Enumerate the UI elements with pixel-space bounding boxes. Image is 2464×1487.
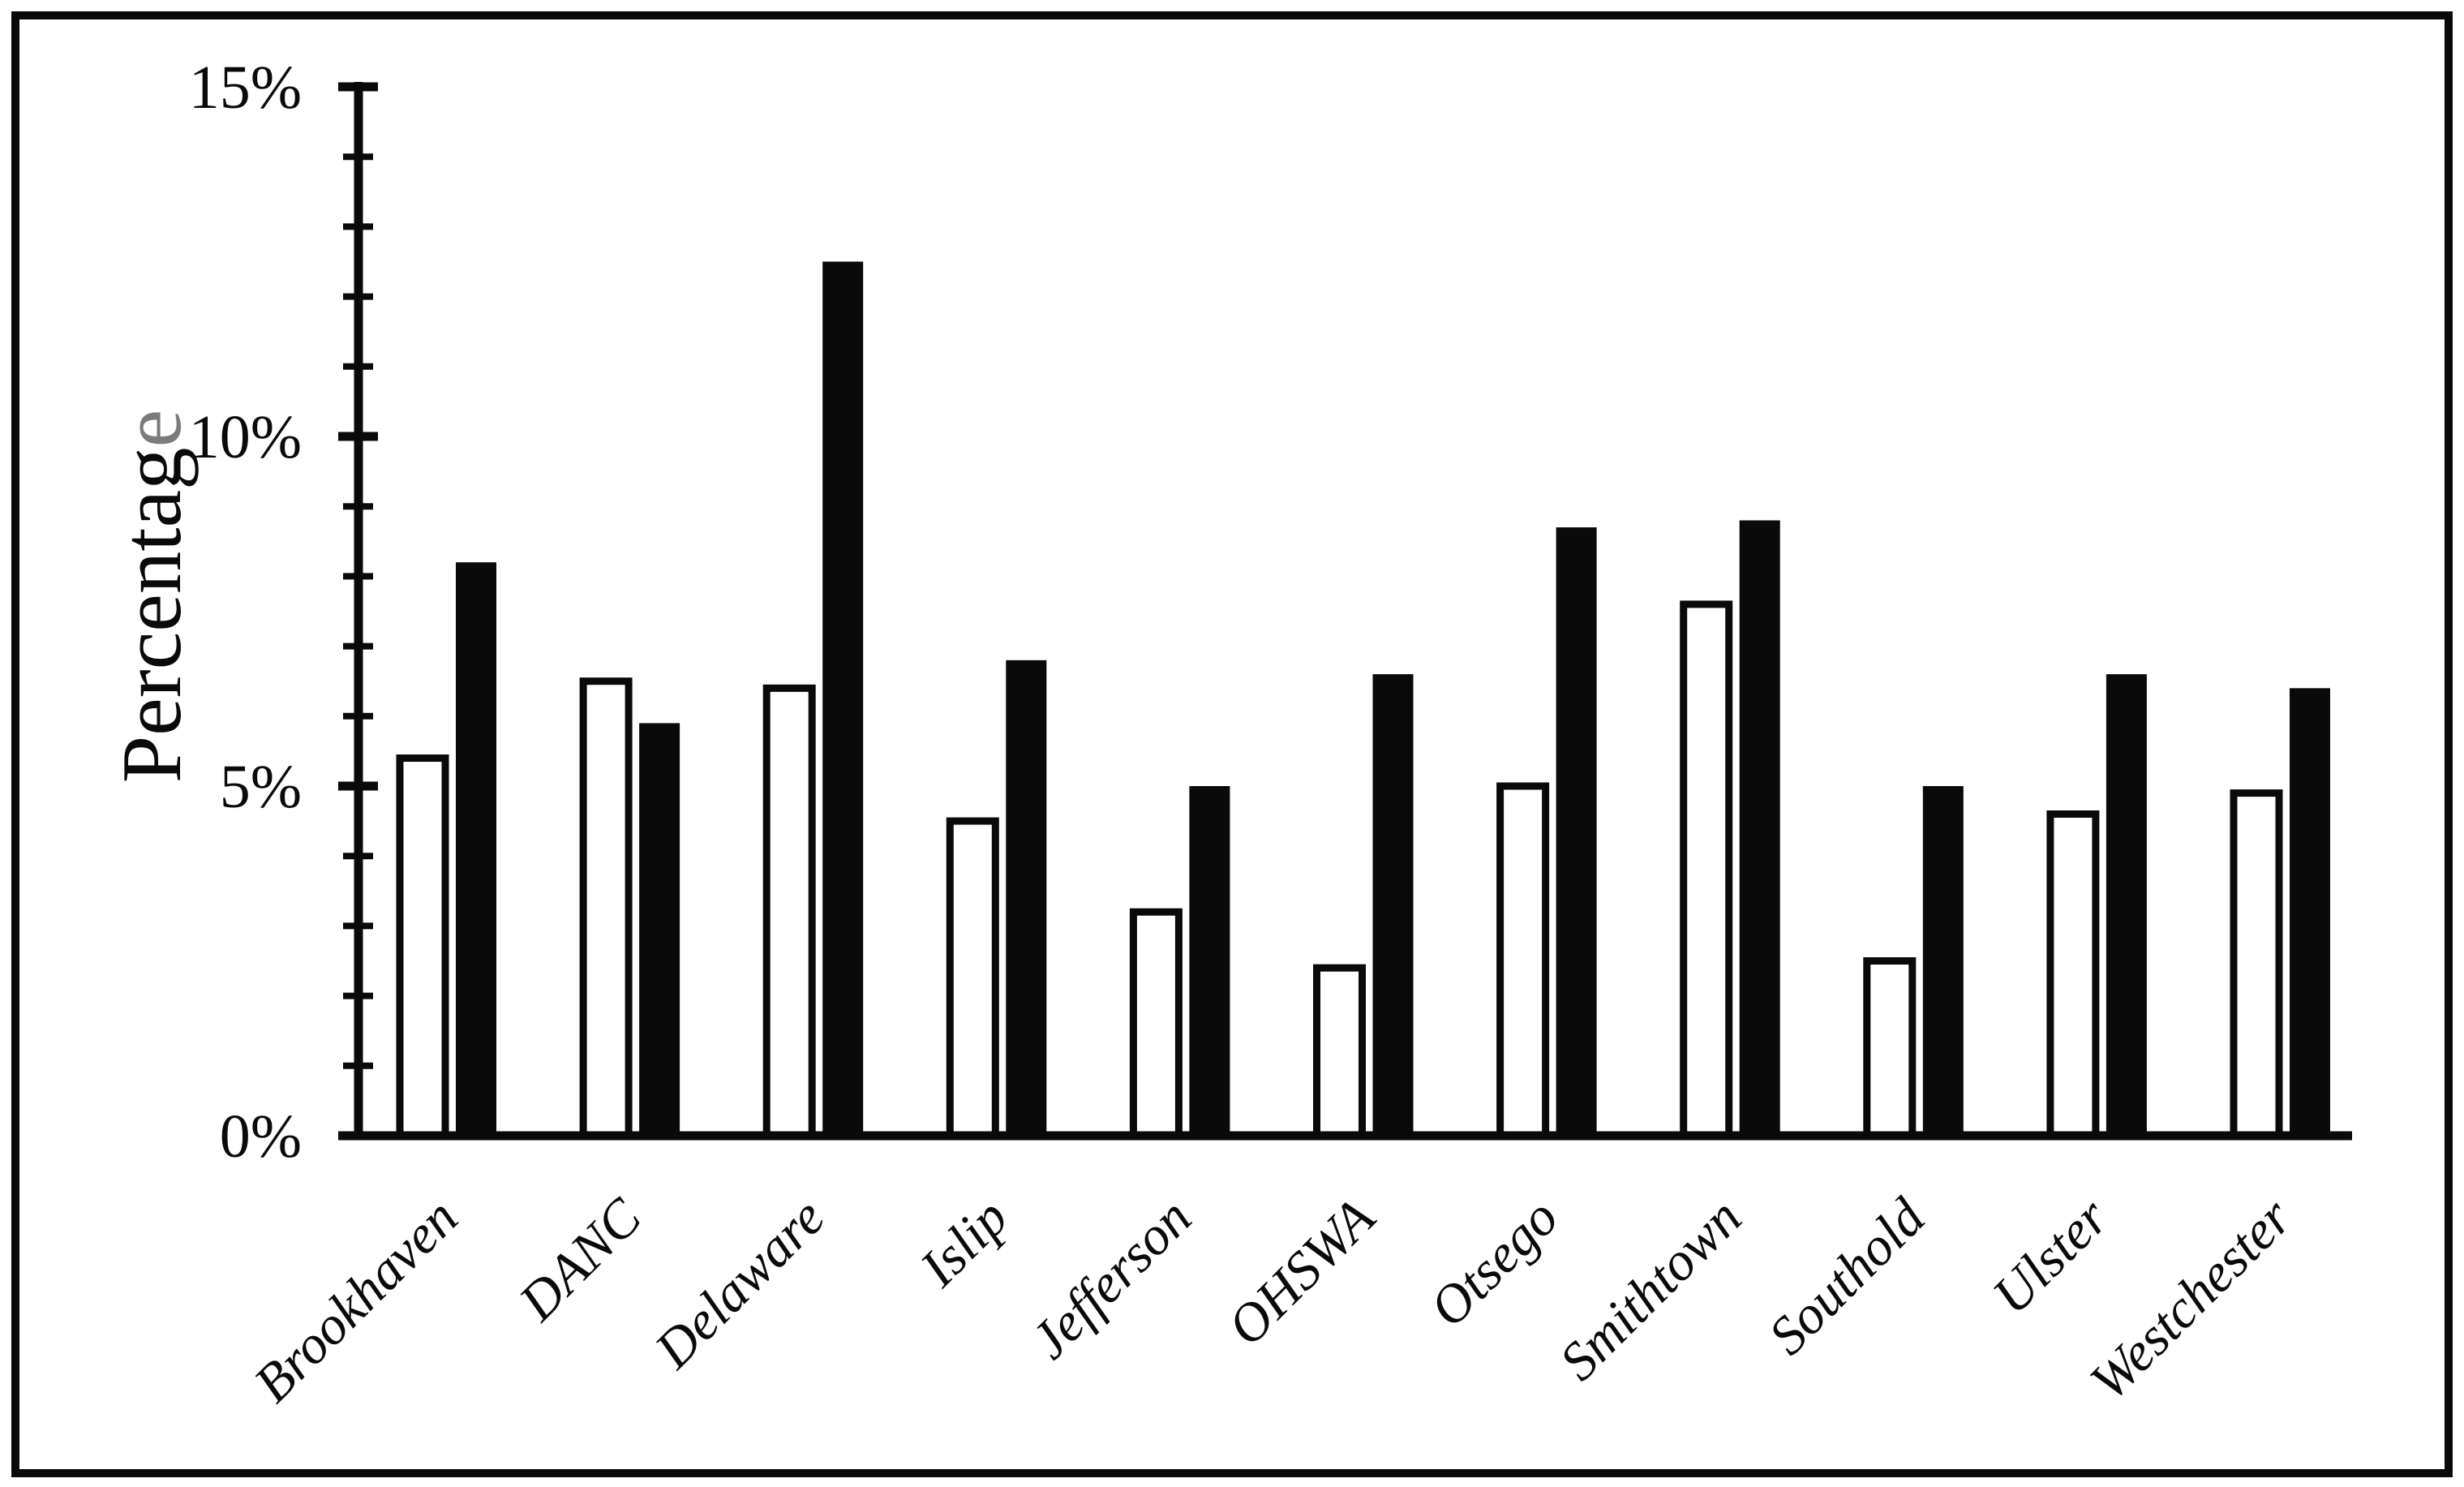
bar-filled-delaware	[822, 261, 864, 1136]
bar-filled-islip	[1006, 660, 1047, 1136]
bar-open-ulster	[2046, 810, 2100, 1140]
y-tick-label-5: 5%	[220, 753, 302, 821]
y-axis	[338, 82, 2352, 1141]
bar-open-ohswa	[1313, 964, 1366, 1140]
bar-open-southold	[1863, 957, 1917, 1140]
bar-open-danc	[579, 677, 633, 1140]
y-tick-label-15: 15%	[189, 54, 302, 122]
bar-filled-jefferson	[1189, 786, 1230, 1136]
y-axis-title-last-letter: e	[104, 410, 199, 448]
bar-filled-ulster	[2106, 674, 2147, 1136]
bar-open-westchester	[2230, 789, 2283, 1140]
y-tick-label-0: 0%	[220, 1102, 302, 1171]
bar-open-jefferson	[1129, 908, 1183, 1140]
bar-filled-smithtown	[1739, 520, 1780, 1136]
bar-open-smithtown	[1680, 600, 1733, 1140]
y-axis-title: Percentage	[104, 410, 199, 784]
outer-border	[11, 11, 2453, 1477]
y-axis-title-main: Percentag	[104, 447, 199, 783]
bar-filled-danc	[639, 723, 680, 1136]
bar-filled-otsego	[1556, 527, 1597, 1136]
bar-open-delaware	[762, 684, 816, 1140]
bar-filled-southold	[1922, 786, 1964, 1136]
bar-open-brookhaven	[396, 754, 449, 1140]
bar-filled-westchester	[2290, 688, 2330, 1136]
y-tick-label-10: 10%	[189, 403, 302, 471]
bar-filled-brookhaven	[456, 562, 496, 1136]
bar-filled-ohswa	[1372, 674, 1414, 1136]
bar-open-otsego	[1496, 782, 1550, 1140]
bar-open-islip	[946, 817, 999, 1140]
